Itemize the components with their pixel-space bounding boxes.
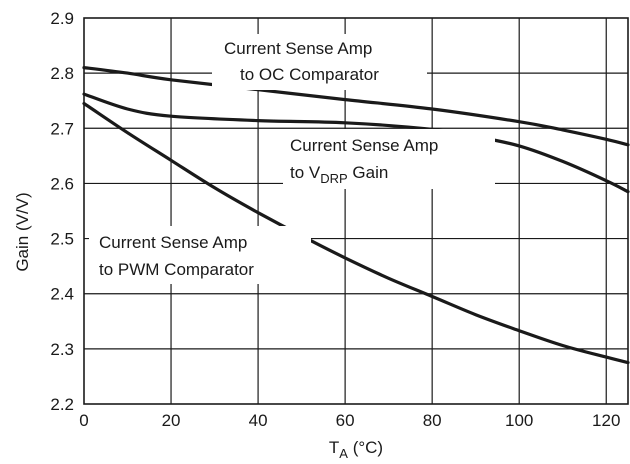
- plot-frame: [83, 17, 629, 405]
- tick-layer: 0 20 40 60 80 100 120 2.2 2.3 2.4 2.5 2.6 2.7 2.8 2.9: [50, 9, 620, 430]
- annotation-vdrp: Current Sense Amp to VDRP Gain: [283, 129, 495, 189]
- annotation-vdrp-bg: [283, 129, 495, 189]
- annotation-oc-line1: Current Sense Amp: [224, 39, 372, 58]
- annotation-oc-line2: to OC Comparator: [240, 65, 379, 84]
- annotation-vdrp-sub: DRP: [320, 171, 347, 186]
- x-tick-label: 40: [249, 411, 268, 430]
- x-axis-label: TA (°C): [329, 438, 383, 461]
- annotation-vdrp-gain: Gain: [348, 163, 389, 182]
- y-tick-label: 2.3: [50, 340, 74, 359]
- series-oc-comparator-line: [82, 66, 630, 147]
- x-tick-label: 120: [592, 411, 620, 430]
- y-axis-label: Gain (V/V): [13, 192, 32, 271]
- x-axis-label-unit: (°C): [348, 438, 383, 457]
- x-tick-label: 100: [505, 411, 533, 430]
- x-tick-label: 0: [79, 411, 88, 430]
- annotation-vdrp-to: to V: [290, 163, 321, 182]
- annotation-oc-bg: [212, 34, 427, 90]
- y-tick-label: 2.2: [50, 395, 74, 414]
- annotation-pwm: Current Sense Amp to PWM Comparator: [89, 226, 311, 284]
- y-tick-label: 2.6: [50, 174, 74, 193]
- annotation-vdrp-line1: Current Sense Amp: [290, 136, 438, 155]
- x-tick-label: 60: [336, 411, 355, 430]
- y-tick-label: 2.4: [50, 285, 74, 304]
- annotation-oc: Current Sense Amp to OC Comparator: [212, 34, 427, 90]
- y-tick-label: 2.5: [50, 230, 74, 249]
- curve-layer: [82, 66, 630, 365]
- annotation-vdrp-line2: to VDRP Gain: [290, 163, 388, 186]
- y-tick-label: 2.9: [50, 9, 74, 28]
- series-vdrp-gain-line: [82, 92, 630, 194]
- y-tick-label: 2.8: [50, 64, 74, 83]
- y-tick-label: 2.7: [50, 119, 74, 138]
- x-axis-label-main: T: [329, 438, 339, 457]
- annotation-pwm-bg: [89, 226, 311, 284]
- x-axis-label-sub: A: [339, 446, 348, 461]
- annotation-pwm-line2: to PWM Comparator: [99, 260, 254, 279]
- annotation-pwm-line1: Current Sense Amp: [99, 233, 247, 252]
- x-tick-label: 80: [423, 411, 442, 430]
- series-pwm-comparator-line: [82, 101, 630, 365]
- x-tick-label: 20: [162, 411, 181, 430]
